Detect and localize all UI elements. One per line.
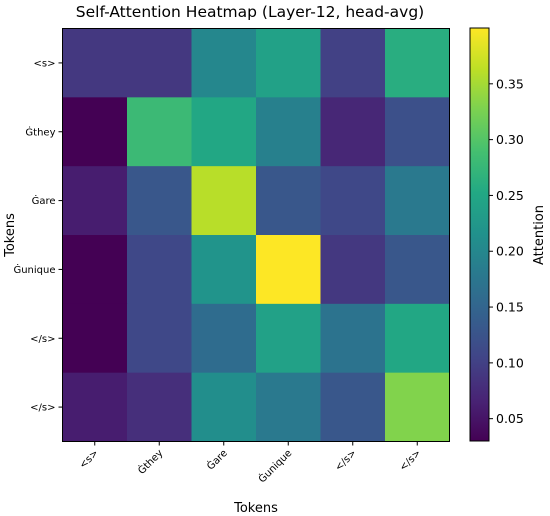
heatmap-cell-r3-c0 (62, 235, 128, 305)
y-tick-label: </s> (30, 334, 55, 345)
colorbar-label: Attention (532, 205, 547, 265)
colorbar-tick-label: 0.35 (496, 76, 524, 91)
heatmap-cell-r0-c4 (320, 28, 386, 98)
heatmap-cell-r4-c4 (320, 303, 386, 374)
y-tick-label: Ġare (32, 194, 56, 207)
heatmap-cell-r0-c2 (191, 28, 257, 98)
heatmap-cell-r4-c3 (256, 303, 321, 374)
x-axis-label: Tokens (233, 501, 278, 516)
x-tick-label: </s> (398, 448, 424, 474)
colorbar-tick-label: 0.20 (496, 244, 524, 259)
heatmap-cell-r1-c2 (191, 97, 257, 167)
heatmap-cell-r2-c1 (127, 166, 192, 236)
colorbar-tick-label: 0.10 (496, 355, 524, 370)
heatmap-cell-r3-c3 (256, 235, 321, 305)
colorbar-tick-label: 0.15 (496, 300, 524, 315)
y-tick-label: Ġthey (25, 125, 55, 138)
heatmap-cell-r1-c1 (127, 97, 192, 167)
heatmap-cell-r3-c4 (320, 235, 386, 305)
x-axis-ticks: <s> Ġthey Ġare Ġunique </s> </s> (78, 441, 424, 485)
chart-title: Self-Attention Heatmap (Layer-12, head-a… (76, 3, 424, 21)
heatmap-cell-r2-c0 (62, 166, 128, 236)
colorbar-tick-label: 0.05 (496, 411, 524, 426)
heatmap-cell-r2-c2 (191, 166, 257, 236)
y-axis-ticks: <s> Ġthey Ġare Ġunique </s> </s> (13, 58, 63, 414)
heatmap-cells (62, 28, 450, 442)
heatmap-cell-r2-c5 (385, 166, 450, 236)
heatmap-cell-r0-c3 (256, 28, 321, 98)
y-axis-label: Tokens (3, 213, 18, 258)
heatmap-cell-r1-c5 (385, 97, 450, 167)
heatmap-cell-r4-c0 (62, 303, 128, 374)
heatmap-cell-r1-c0 (62, 97, 128, 167)
heatmap-cell-r1-c4 (320, 97, 386, 167)
heatmap-cell-r2-c3 (256, 166, 321, 236)
y-tick-label: </s> (30, 403, 55, 414)
x-tick-label: <s> (78, 448, 101, 471)
heatmap-frame (62, 28, 450, 442)
heatmap-cell-r5-c3 (256, 372, 321, 442)
heatmap-cell-r5-c1 (127, 372, 192, 442)
x-tick-label: Ġunique (255, 446, 294, 485)
colorbar-ticks: 0.05 0.10 0.15 0.20 0.25 0.30 0.35 (489, 76, 524, 426)
colorbar (469, 27, 490, 442)
heatmap-cell-r0-c1 (127, 28, 192, 98)
heatmap-cell-r5-c5 (385, 372, 450, 442)
heatmap-cell-r5-c2 (191, 372, 257, 442)
heatmap-cell-r4-c1 (127, 303, 192, 374)
heatmap-cell-r3-c1 (127, 235, 192, 305)
colorbar-tick-label: 0.30 (496, 132, 524, 147)
heatmap-cell-r5-c0 (62, 372, 128, 442)
heatmap-cell-r0-c0 (62, 28, 128, 98)
heatmap-cell-r3-c5 (385, 235, 450, 305)
y-tick-label: Ġunique (13, 263, 55, 276)
heatmap-cell-r4-c2 (191, 303, 257, 374)
y-tick-label: <s> (34, 58, 56, 69)
x-tick-label: </s> (333, 448, 359, 474)
heatmap-cell-r3-c2 (191, 235, 257, 305)
heatmap-cell-r1-c3 (256, 97, 321, 167)
heatmap-cell-r4-c5 (385, 303, 450, 374)
heatmap-cell-r0-c5 (385, 28, 450, 98)
x-tick-label: Ġthey (135, 446, 166, 477)
heatmap-cell-r5-c4 (320, 372, 386, 442)
heatmap-cell-r2-c4 (320, 166, 386, 236)
x-tick-label: Ġare (204, 446, 230, 472)
colorbar-tick-label: 0.25 (496, 188, 524, 203)
